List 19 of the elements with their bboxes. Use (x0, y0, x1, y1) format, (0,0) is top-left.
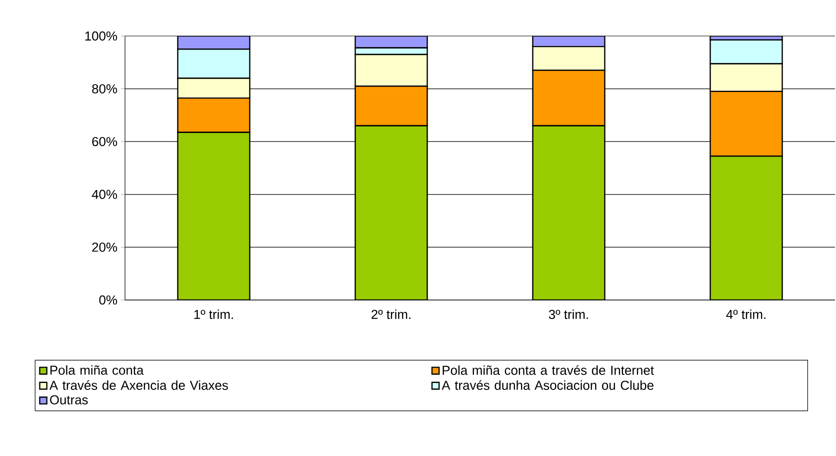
y-tick-label: 60% (92, 137, 118, 146)
legend-label: Pola miña conta a través de Internet (442, 365, 654, 375)
bar (532, 125, 606, 300)
y-tick-label: 20% (92, 242, 118, 252)
bar (710, 156, 783, 300)
legend-label: Outras (50, 395, 88, 404)
x-tick-label: 2º trim. (372, 310, 410, 319)
x-tick-label: 3º trim. (548, 310, 588, 320)
legend-label: A través de Axencia de Viaxes (49, 380, 228, 390)
x-tick-label: 1º trim. (194, 310, 233, 319)
bar (354, 125, 428, 300)
y-tick-label: 40% (92, 190, 118, 199)
legend-label: Pola miña conta (50, 365, 144, 375)
x-tick-label: 4º trim. (726, 310, 766, 319)
y-tick-label: 80% (92, 84, 118, 94)
y-tick-label: 100% (85, 31, 118, 41)
y-tick-label: 0% (99, 295, 118, 305)
legend-label: A través dunha Asociacion ou Clube (442, 380, 654, 390)
bar (177, 132, 250, 300)
